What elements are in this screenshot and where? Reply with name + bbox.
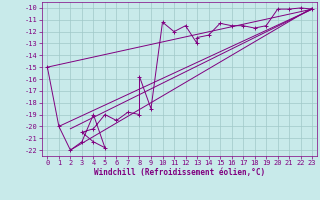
X-axis label: Windchill (Refroidissement éolien,°C): Windchill (Refroidissement éolien,°C) bbox=[94, 168, 265, 177]
